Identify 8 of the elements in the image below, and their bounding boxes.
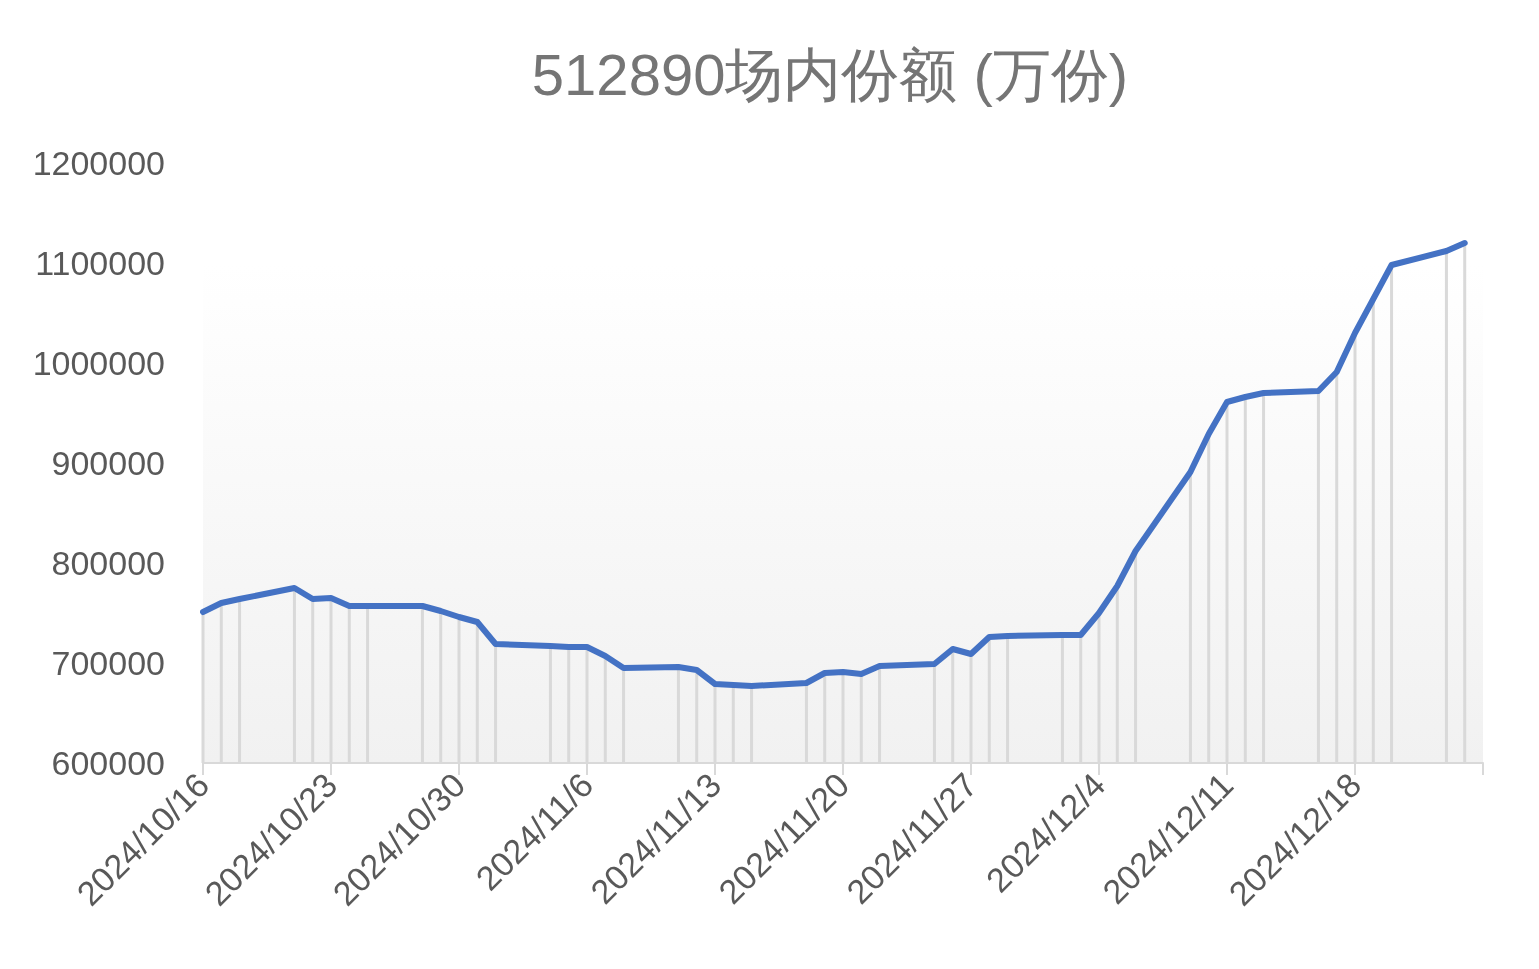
chart-title: 512890场内份额 (万份) [531,41,1129,107]
y-tick-label: 1000000 [32,344,165,382]
y-tick-label: 1200000 [32,144,165,182]
y-tick-label: 900000 [51,444,165,482]
y-tick-label: 600000 [51,744,165,782]
y-tick-label: 1100000 [35,244,165,282]
y-tick-label: 700000 [51,644,165,682]
y-tick-label: 800000 [51,544,165,582]
